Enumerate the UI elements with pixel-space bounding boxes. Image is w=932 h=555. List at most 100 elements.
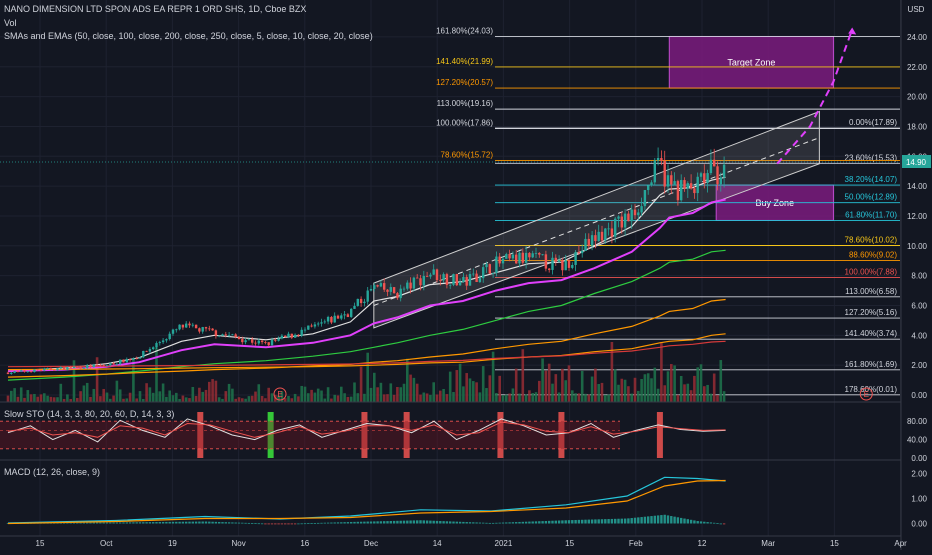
volume-bar [290,398,294,402]
macd-histogram-bar [508,522,511,524]
candle-body [600,231,604,241]
candle-body [369,288,373,291]
macd-histogram-bar [656,515,660,524]
macd-histogram-bar [653,515,656,524]
volume-bar [39,394,43,402]
volume-bar [422,392,426,402]
volume-bar [82,385,86,402]
volume-bar [264,398,267,402]
candle-body [198,328,201,332]
macd-histogram-bar [201,521,204,524]
ma-line [7,176,726,372]
last-price-badge [902,155,931,168]
candle-body [95,364,99,366]
volume-bar [336,395,340,402]
macd-histogram-bar [386,521,389,524]
candle-body [607,228,610,230]
candle-body [115,363,119,365]
candle-body [577,252,581,254]
macd-histogram-bar [680,517,683,524]
volume-bar [607,394,610,402]
volume-bar [584,393,587,402]
macd-histogram-bar [406,520,409,524]
macd-histogram-bar [72,522,76,524]
price-axis-tick: 18.00 [907,122,928,131]
volume-bar [557,392,561,402]
stoch-signal-bar [361,412,368,458]
macd-histogram-bar [587,519,590,524]
ma-legend[interactable]: SMAs and EMAs (50, close, 100, close, 20… [4,31,373,41]
stoch-line [7,421,726,438]
candle-body [409,282,412,289]
volume-bar [99,396,102,402]
macd-histogram-bar [650,516,653,524]
candle-body [478,278,482,283]
macd-histogram-bar [709,522,713,524]
macd-histogram-bar [198,521,201,524]
volume-bar [379,382,383,402]
candle-body [155,343,158,348]
volume-bar [716,395,719,402]
zone-box [668,35,834,89]
volume-bar [79,391,82,402]
macd-histogram-bar [409,520,412,524]
fib-level-label: 78.60%(10.02) [845,236,898,245]
macd-histogram-bar [99,522,102,524]
earnings-label: E [864,390,869,399]
candle-body [33,369,36,373]
time-axis-tick: 14 [433,539,442,548]
candle-body [234,334,237,337]
candle-body [257,340,260,344]
volume-bar [633,377,637,402]
macd-histogram-bar [696,521,699,524]
earnings-marker [859,387,873,401]
candle-body [617,216,620,219]
price-axis-tick: 20.00 [907,93,928,102]
candle-body [373,285,376,289]
volume-bar [59,383,63,402]
macd-histogram-bar [554,520,557,524]
macd-histogram-bar [181,521,185,524]
volume-bar [353,382,356,402]
volume-bar [439,390,442,402]
candle-body [614,218,617,237]
macd-histogram-bar [376,521,379,524]
candle-body [452,274,455,285]
macd-legend[interactable]: MACD (12, 26, close, 9) [4,467,101,477]
chart-title[interactable]: NANO DIMENSION LTD SPON ADS EA REPR 1 OR… [4,4,307,14]
macd-histogram-bar [640,517,643,524]
candle-body [386,289,389,292]
macd-histogram-bar [383,521,386,524]
macd-histogram-bar [194,521,198,524]
macd-histogram-bar [66,522,69,524]
time-axis-tick: 15 [830,539,839,548]
volume-bar [571,390,574,402]
macd-histogram-bar [541,521,544,524]
candle-body [307,325,310,330]
macd-histogram-bar [557,520,561,524]
fib-level-label: 100.00%(7.88) [845,267,898,276]
volume-bar [234,398,237,402]
candle-body [531,253,534,258]
macd-histogram-bar [122,522,125,524]
stoch-legend[interactable]: Slow STO (14, 3, 3, 80, 20, 60, D, 14, 3… [4,409,175,419]
volume-bar [356,393,360,402]
macd-histogram-bar [234,522,237,524]
candle-body [336,315,340,319]
candle-body [350,308,353,317]
volume-bar [580,370,584,402]
macd-histogram-bar [313,523,317,524]
candle-body [498,256,501,264]
candle-body [310,325,313,327]
volume-bar [313,392,317,402]
macd-histogram-bar [597,519,600,524]
macd-histogram-bar [491,522,495,524]
candle-body [359,298,363,304]
candle-body [567,260,571,268]
volume-bar [683,384,686,402]
volume-legend[interactable]: Vol [4,18,17,28]
candle-body [214,330,218,336]
candle-body [79,367,82,369]
volume-bar [508,393,511,402]
